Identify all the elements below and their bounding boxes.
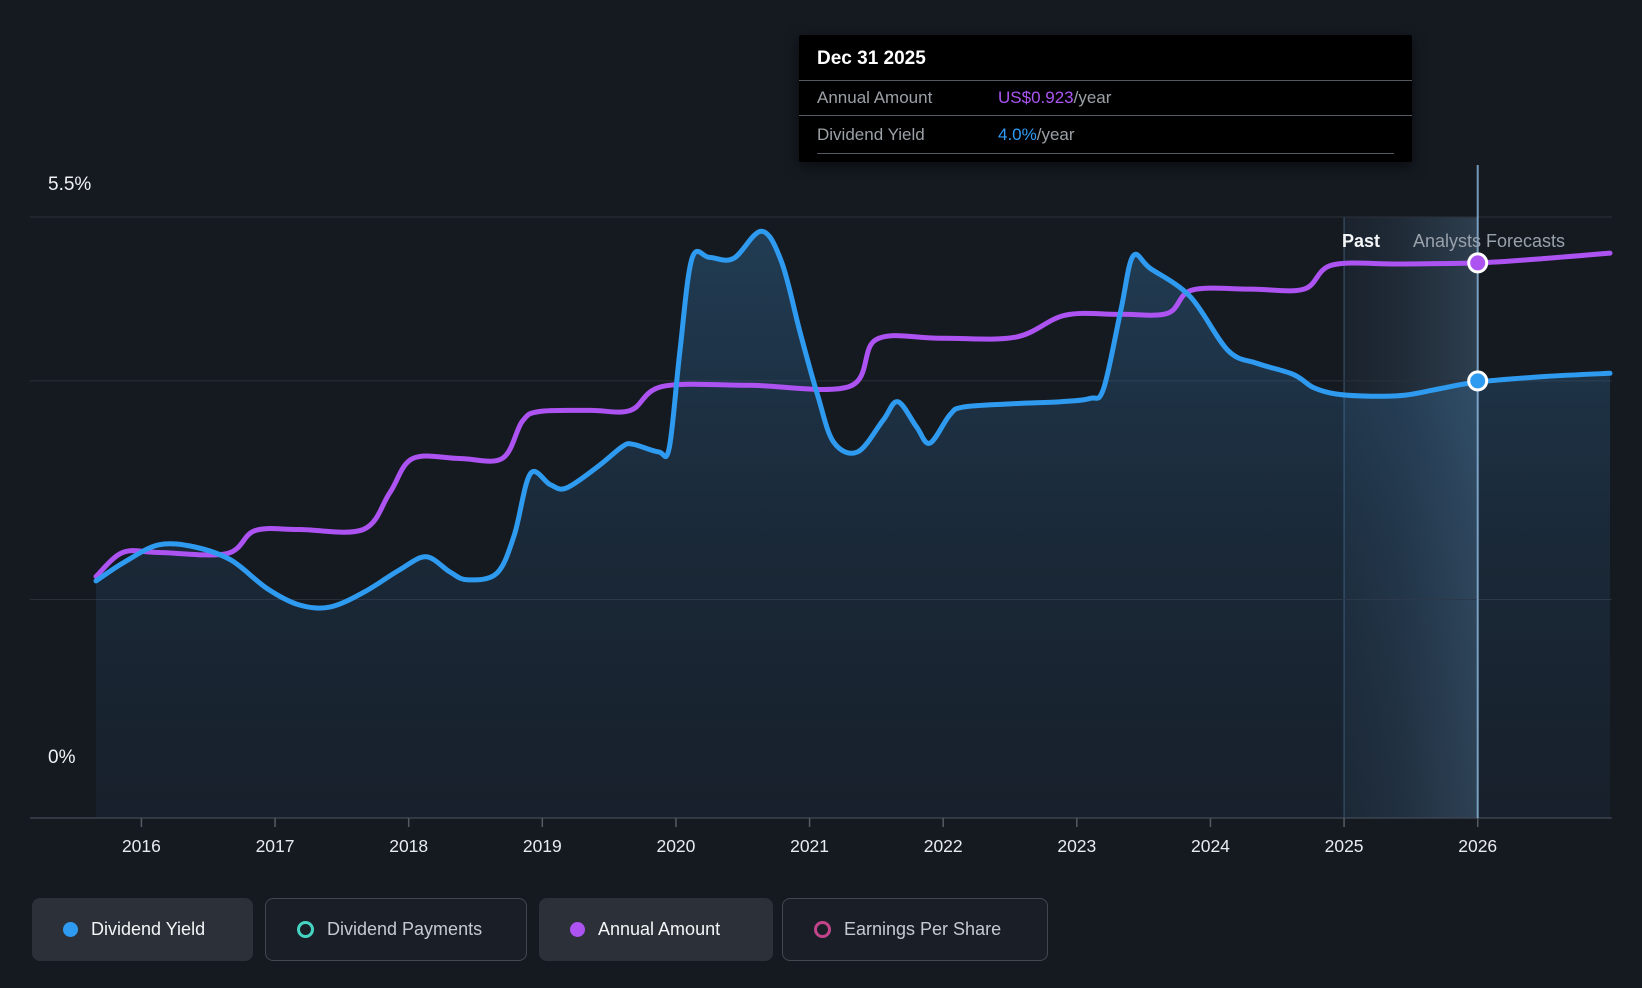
legend-label: Dividend Payments bbox=[327, 919, 483, 939]
earnings-per-share-swatch-icon bbox=[814, 921, 831, 938]
legend-label: Dividend Yield bbox=[91, 919, 206, 939]
dividend-yield-swatch-icon bbox=[63, 922, 78, 937]
tooltip-row-dividend-yield: Dividend Yield 4.0%/year bbox=[799, 115, 1412, 153]
tooltip-row-annual-amount: Annual Amount US$0.923/year bbox=[799, 80, 1412, 115]
legend-item-dividend-payments[interactable]: Dividend Payments bbox=[265, 898, 527, 961]
legend-label: Annual Amount bbox=[598, 919, 721, 939]
marker-dot-annual-amount[interactable] bbox=[1467, 252, 1489, 274]
x-tick-label: 2022 bbox=[923, 836, 963, 856]
y-axis-label-max: 5.5% bbox=[48, 174, 92, 195]
legend-label: Earnings Per Share bbox=[844, 919, 1002, 939]
legend-item-earnings-per-share[interactable]: Earnings Per Share bbox=[782, 898, 1048, 961]
tooltip-label: Dividend Yield bbox=[817, 124, 925, 144]
x-tick-label: 2018 bbox=[389, 836, 429, 856]
tooltip-unit: /year bbox=[1073, 88, 1112, 107]
legend-item-dividend-yield[interactable]: Dividend Yield bbox=[32, 898, 253, 961]
y-axis-label-zero: 0% bbox=[48, 747, 76, 768]
tooltip-date: Dec 31 2025 bbox=[817, 48, 926, 69]
x-tick-label: 2025 bbox=[1324, 836, 1364, 856]
x-tick-label: 2019 bbox=[522, 836, 562, 856]
hover-tooltip: Dec 31 2025 Annual Amount US$0.923/year … bbox=[799, 35, 1412, 162]
legend-item-annual-amount[interactable]: Annual Amount bbox=[539, 898, 773, 961]
dividend-yield-area-fill bbox=[96, 231, 1610, 818]
series-line-dividend-yield[interactable] bbox=[93, 228, 1613, 611]
marker-dot-dividend-yield[interactable] bbox=[1467, 370, 1489, 392]
x-tick-label: 2021 bbox=[790, 836, 830, 856]
x-tick-label: 2017 bbox=[255, 836, 295, 856]
tooltip-value-annual-amount: US$0.923 bbox=[998, 88, 1074, 107]
past-region-label: Past bbox=[1341, 231, 1380, 251]
analysts-forecasts-region-label: Analysts Forecasts bbox=[1413, 231, 1566, 251]
series-line-annual-amount[interactable] bbox=[93, 250, 1613, 579]
dividend-payments-swatch-icon bbox=[297, 921, 314, 938]
x-tick-label: 2024 bbox=[1190, 836, 1230, 856]
x-tick-label: 2020 bbox=[656, 836, 696, 856]
x-tick-label: 2023 bbox=[1057, 836, 1097, 856]
x-tick-label: 2016 bbox=[121, 836, 161, 856]
tooltip-label: Annual Amount bbox=[817, 88, 933, 107]
tooltip-value-dividend-yield: 4.0% bbox=[998, 124, 1037, 144]
tooltip-divider bbox=[817, 153, 1394, 154]
annual-amount-swatch-icon bbox=[570, 922, 585, 937]
x-tick-label: 2026 bbox=[1458, 836, 1498, 856]
tooltip-unit: /year bbox=[1036, 124, 1075, 144]
